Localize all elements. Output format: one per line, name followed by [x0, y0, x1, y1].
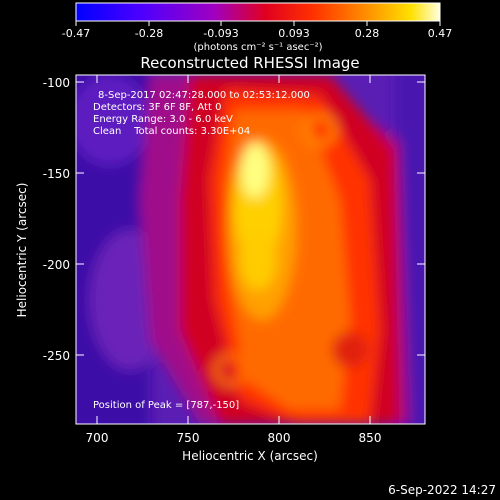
colorbar-tick-0: -0.47: [62, 27, 90, 40]
annotation-detectors: Detectors: 3F 6F 8F, Att 0: [93, 102, 221, 113]
x-tick-label: 700: [86, 431, 109, 445]
colorbar-tick-1: -0.28: [135, 27, 163, 40]
colorbar-tick-2: -0.093: [203, 27, 238, 40]
annotation-energy-range: Energy Range: 3.0 - 6.0 keV: [93, 114, 233, 125]
annotation-time-range: 8-Sep-2017 02:47:28.000 to 02:53:12.000: [98, 90, 310, 101]
plot-frame: [75, 74, 426, 425]
x-axis-label: Heliocentric X (arcsec): [182, 449, 318, 463]
y-axis-label: Heliocentric Y (arcsec): [15, 183, 29, 318]
y-tick-label: -200: [43, 258, 70, 272]
x-axis: [96, 75, 371, 424]
y-tick-label: -100: [43, 76, 70, 90]
colorbar-tick-3: 0.093: [278, 27, 310, 40]
annotation-peak-position: Position of Peak = [787,-150]: [93, 400, 239, 411]
colorbar: [75, 2, 441, 22]
colorbar-ticks: [75, 21, 441, 26]
annotation-clean-counts: Clean Total counts: 3.30E+04: [93, 126, 250, 137]
y-tick-label: -250: [43, 349, 70, 363]
x-tick-label: 850: [359, 431, 382, 445]
colorbar-tick-4: 0.28: [355, 27, 380, 40]
chart-title: Reconstructed RHESSI Image: [140, 54, 359, 72]
x-tick-label: 800: [268, 431, 291, 445]
x-tick-label: 750: [177, 431, 200, 445]
heatmap-image: [76, 75, 425, 424]
footer-date: 6-Sep-2022 14:27: [388, 483, 496, 497]
y-tick-label: -150: [43, 167, 70, 181]
colorbar-unit-label: (photons cm⁻² s⁻¹ asec⁻²): [193, 42, 322, 53]
colorbar-tick-5: 0.47: [428, 27, 453, 40]
y-axis: [76, 81, 425, 356]
